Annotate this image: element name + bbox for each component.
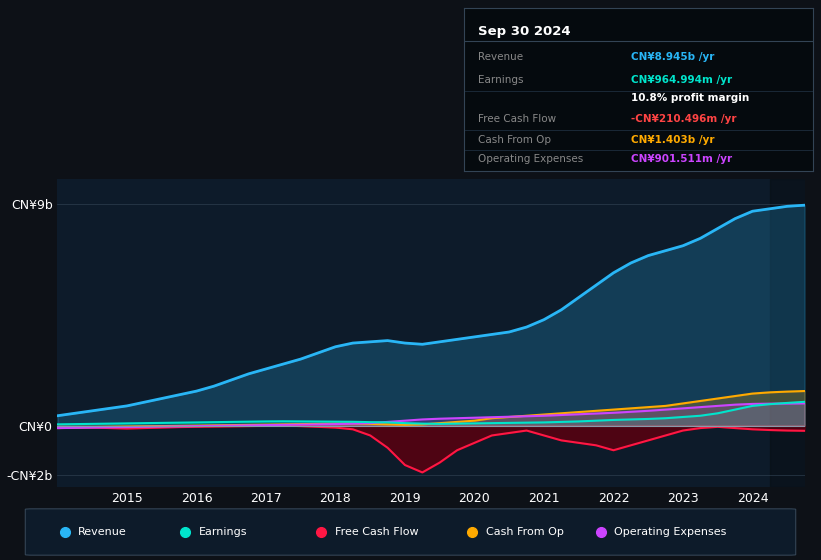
Text: -CN¥210.496m /yr: -CN¥210.496m /yr [631, 114, 737, 124]
Text: Operating Expenses: Operating Expenses [478, 155, 583, 165]
Text: Free Cash Flow: Free Cash Flow [335, 527, 419, 537]
Text: CN¥901.511m /yr: CN¥901.511m /yr [631, 155, 732, 165]
Text: CN¥964.994m /yr: CN¥964.994m /yr [631, 75, 732, 85]
Text: Revenue: Revenue [78, 527, 127, 537]
Text: 10.8% profit margin: 10.8% profit margin [631, 93, 750, 102]
Text: Revenue: Revenue [478, 52, 523, 62]
FancyBboxPatch shape [25, 509, 796, 555]
Text: Earnings: Earnings [199, 527, 247, 537]
Text: Free Cash Flow: Free Cash Flow [478, 114, 556, 124]
Text: Earnings: Earnings [478, 75, 523, 85]
Text: Cash From Op: Cash From Op [486, 527, 564, 537]
Bar [770, 179, 811, 487]
Text: CN¥8.945b /yr: CN¥8.945b /yr [631, 52, 715, 62]
Text: Cash From Op: Cash From Op [478, 135, 551, 145]
Text: Operating Expenses: Operating Expenses [614, 527, 727, 537]
Text: CN¥1.403b /yr: CN¥1.403b /yr [631, 135, 715, 145]
Text: Sep 30 2024: Sep 30 2024 [478, 25, 571, 38]
